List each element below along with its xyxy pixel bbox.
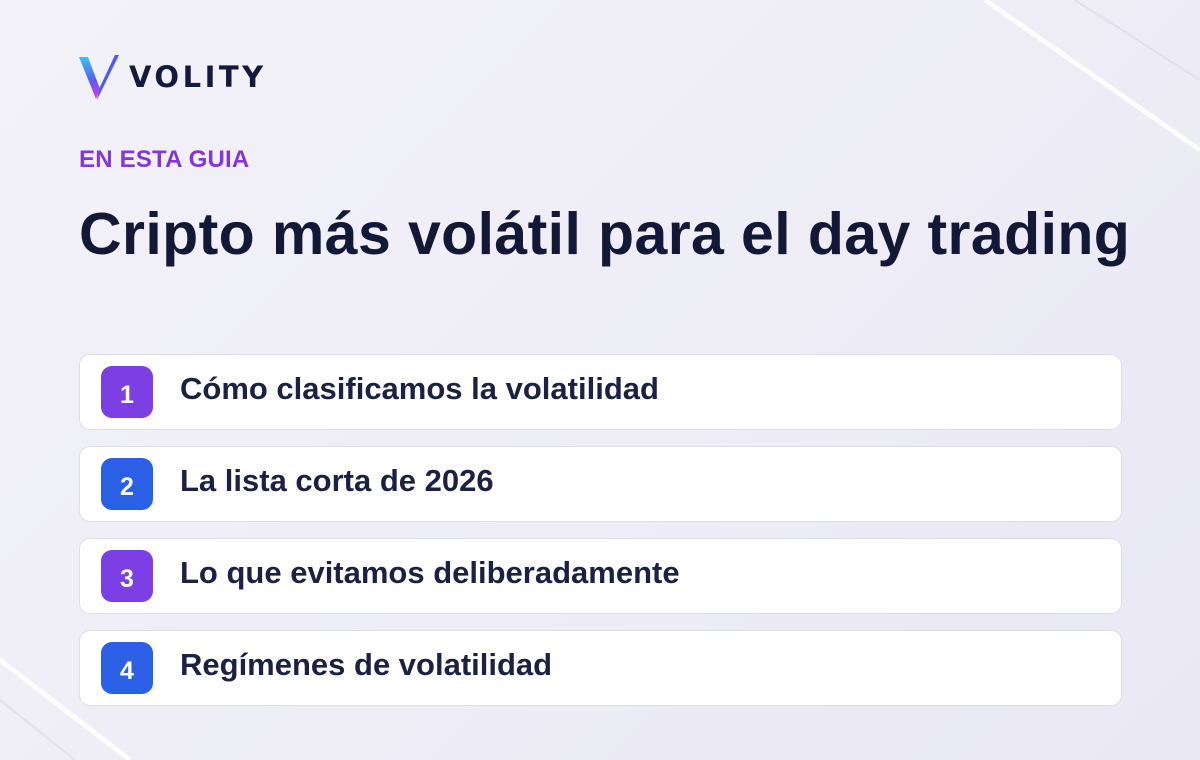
section-eyebrow: EN ESTA GUIA xyxy=(79,146,250,173)
brand[interactable]: VOLITY xyxy=(78,53,267,101)
guide-item-3[interactable]: 3 Lo que evitamos deliberadamente xyxy=(79,538,1122,614)
item-number-badge: 1 xyxy=(101,366,153,418)
brand-name: VOLITY xyxy=(129,60,267,94)
volity-logo-icon xyxy=(79,55,119,100)
guide-item-label: Cómo clasificamos la volatilidad xyxy=(180,370,659,406)
page-title: Cripto más volátil para el day trading xyxy=(79,201,1131,267)
item-number-badge: 3 xyxy=(101,550,153,602)
guide-item-2[interactable]: 2 La lista corta de 2026 xyxy=(79,446,1122,522)
guide-item-1[interactable]: 1 Cómo clasificamos la volatilidad xyxy=(79,354,1122,430)
guide-item-4[interactable]: 4 Regímenes de volatilidad xyxy=(79,630,1122,706)
guide-item-label: Lo que evitamos deliberadamente xyxy=(180,554,680,590)
item-number-badge: 2 xyxy=(101,458,153,510)
guide-contents-list: 1 Cómo clasificamos la volatilidad 2 La … xyxy=(79,354,1122,722)
guide-item-label: La lista corta de 2026 xyxy=(180,462,494,498)
item-number-badge: 4 xyxy=(101,642,153,694)
guide-item-label: Regímenes de volatilidad xyxy=(180,646,553,682)
